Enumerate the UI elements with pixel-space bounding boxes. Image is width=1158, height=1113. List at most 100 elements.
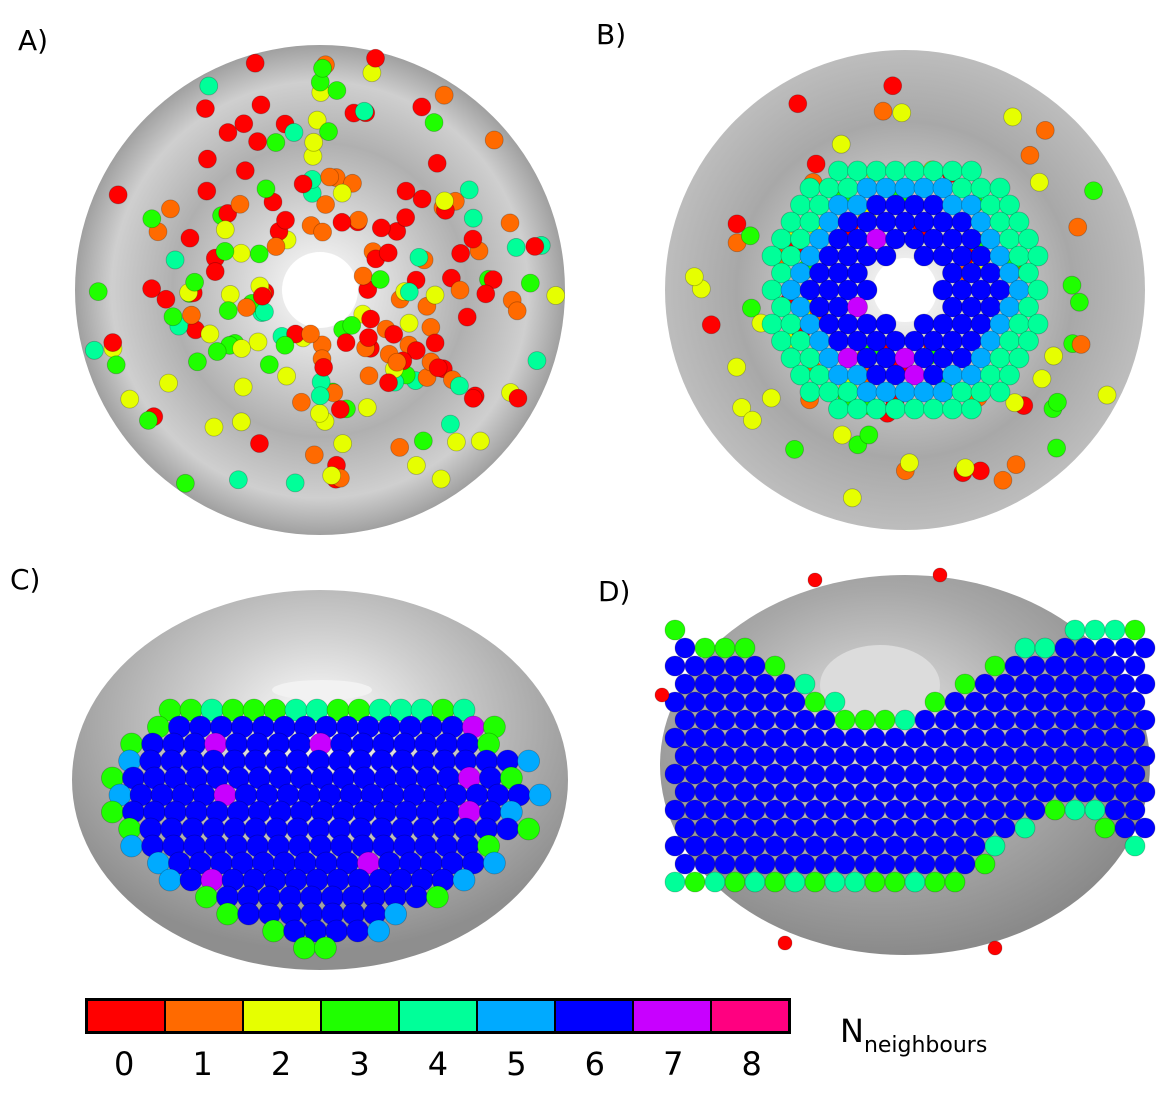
particle xyxy=(1014,637,1036,659)
particle xyxy=(384,902,408,926)
particle xyxy=(307,110,327,130)
particle xyxy=(664,655,686,677)
particle xyxy=(205,262,225,281)
panel-label-d: D) xyxy=(598,575,631,608)
particle xyxy=(313,222,332,242)
particle xyxy=(406,341,426,360)
particle xyxy=(517,749,541,773)
particle xyxy=(854,853,876,875)
particle xyxy=(924,835,946,857)
particle xyxy=(724,799,746,821)
particle xyxy=(984,727,1006,749)
particle xyxy=(744,799,766,821)
particle xyxy=(1094,673,1116,695)
particle xyxy=(1084,727,1106,749)
particle xyxy=(1014,817,1036,839)
particle xyxy=(248,132,267,151)
particle xyxy=(384,324,404,344)
particle xyxy=(163,307,183,327)
particle xyxy=(1044,691,1066,713)
colorbar-tick-label: 4 xyxy=(427,1045,449,1083)
colorbar-title-sub: neighbours xyxy=(863,1033,988,1058)
particle xyxy=(674,673,696,695)
particle xyxy=(724,835,746,857)
particle xyxy=(984,799,1006,821)
particle xyxy=(794,745,816,767)
particle xyxy=(1071,334,1091,354)
particle xyxy=(1114,637,1136,659)
particle xyxy=(1104,799,1126,821)
particle xyxy=(218,123,238,142)
particle xyxy=(984,763,1006,785)
particle xyxy=(1054,637,1076,659)
particle xyxy=(831,134,851,154)
particle xyxy=(1064,691,1086,713)
particle xyxy=(180,228,200,248)
particle xyxy=(694,781,716,803)
particle xyxy=(425,885,449,909)
particle xyxy=(684,727,706,749)
particle xyxy=(235,161,255,181)
particle xyxy=(204,417,224,437)
particle xyxy=(346,919,370,943)
particle xyxy=(276,210,295,230)
particle xyxy=(1034,745,1056,767)
particle xyxy=(228,470,248,490)
particle xyxy=(999,194,1020,216)
particle xyxy=(342,315,362,335)
particle xyxy=(684,655,706,677)
particle xyxy=(1104,655,1126,677)
particle xyxy=(1032,369,1052,389)
particle xyxy=(1124,727,1146,749)
particle xyxy=(1018,228,1039,250)
particle xyxy=(482,851,506,875)
particle xyxy=(1074,673,1096,695)
particle xyxy=(1044,799,1066,821)
particle xyxy=(684,267,704,287)
particle xyxy=(974,853,996,875)
particle xyxy=(440,414,460,434)
particle xyxy=(233,377,253,397)
particle xyxy=(999,364,1020,386)
particle xyxy=(527,351,547,370)
particle xyxy=(774,781,796,803)
particle xyxy=(754,817,776,839)
particle xyxy=(428,358,448,378)
particle xyxy=(1004,799,1026,821)
particle xyxy=(944,799,966,821)
particle xyxy=(932,567,948,583)
particle xyxy=(934,817,956,839)
particle xyxy=(310,403,329,423)
particle xyxy=(856,279,878,301)
particle xyxy=(1054,709,1076,731)
particle xyxy=(450,280,470,300)
torus-panel-d xyxy=(654,567,1156,956)
particle xyxy=(674,817,696,839)
particle xyxy=(874,853,896,875)
colorbar-segment-8 xyxy=(712,1001,788,1031)
particle xyxy=(654,687,670,703)
particle xyxy=(520,273,540,293)
particle xyxy=(245,53,265,73)
particle xyxy=(834,745,856,767)
particle xyxy=(1024,727,1046,749)
particle xyxy=(834,781,856,803)
particle xyxy=(874,709,896,731)
particle xyxy=(476,284,496,304)
particle xyxy=(399,282,419,302)
particle xyxy=(1044,727,1066,749)
particle xyxy=(794,709,816,731)
particle xyxy=(989,177,1011,199)
particle xyxy=(754,673,776,695)
particle xyxy=(1094,817,1116,839)
colorbar-segment-4 xyxy=(400,1001,478,1031)
particle xyxy=(1084,181,1103,201)
particle xyxy=(824,763,846,785)
particle xyxy=(684,691,706,713)
particle xyxy=(198,149,217,169)
particle xyxy=(828,398,849,420)
particle xyxy=(944,835,966,857)
particle xyxy=(1104,763,1126,785)
particle xyxy=(546,286,566,305)
particle xyxy=(232,339,251,358)
